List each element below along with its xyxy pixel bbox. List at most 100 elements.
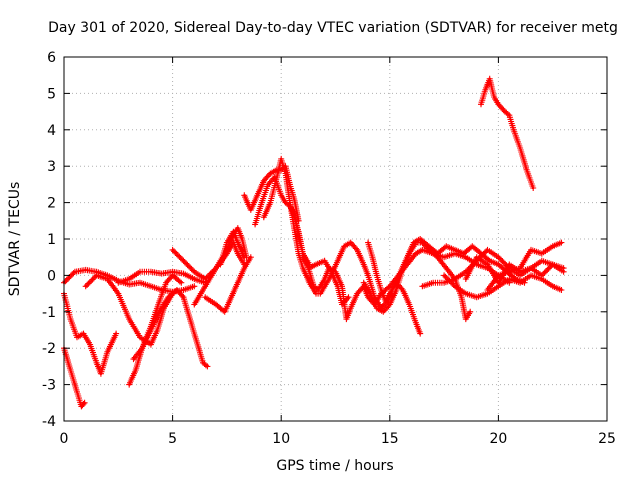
data-point xyxy=(379,288,383,292)
data-point xyxy=(414,252,418,255)
data-point xyxy=(117,292,120,295)
data-point xyxy=(171,248,174,252)
data-point xyxy=(253,223,257,226)
data-point xyxy=(484,88,487,92)
data-point xyxy=(384,299,387,303)
y-tick-label: 6 xyxy=(47,50,56,66)
data-point xyxy=(164,281,168,284)
data-point xyxy=(488,77,491,81)
data-point xyxy=(486,288,489,292)
data-point xyxy=(149,285,153,288)
data-point xyxy=(512,128,515,131)
data-point xyxy=(138,281,142,284)
data-point xyxy=(225,241,229,244)
data-point xyxy=(427,248,431,252)
data-point xyxy=(195,339,198,343)
data-point xyxy=(362,281,365,284)
data-point xyxy=(249,208,252,212)
data-point xyxy=(408,303,411,306)
data-point xyxy=(293,197,296,201)
data-point xyxy=(486,248,489,252)
data-point xyxy=(492,95,496,99)
data-point xyxy=(297,230,300,233)
data-point xyxy=(80,405,83,408)
data-point xyxy=(388,303,391,306)
data-point xyxy=(214,266,218,270)
data-point xyxy=(366,241,370,244)
data-point xyxy=(99,372,103,375)
data-point xyxy=(82,332,85,335)
data-point xyxy=(180,281,183,284)
data-point xyxy=(330,270,333,273)
data-point xyxy=(219,263,222,266)
data-point xyxy=(445,245,448,248)
data-point xyxy=(343,245,346,248)
data-point xyxy=(392,285,396,288)
data-point xyxy=(236,281,239,284)
chart-title: Day 301 of 2020, Sidereal Day-to-day VTE… xyxy=(48,20,618,36)
data-point xyxy=(540,252,543,255)
x-tick-label: 5 xyxy=(168,431,177,447)
data-point xyxy=(375,307,378,310)
data-point xyxy=(436,256,439,259)
data-point xyxy=(225,248,229,252)
data-point xyxy=(314,292,318,295)
data-point xyxy=(128,317,131,321)
data-point xyxy=(223,310,226,313)
data-point xyxy=(371,256,374,259)
y-tick-label: 5 xyxy=(47,86,56,102)
x-axis-label: GPS time / hours xyxy=(276,458,393,474)
data-point xyxy=(497,281,500,284)
data-point xyxy=(464,277,467,281)
data-point xyxy=(445,266,448,270)
data-point xyxy=(551,263,554,266)
data-point xyxy=(193,270,196,273)
data-point xyxy=(149,343,153,346)
data-point xyxy=(128,283,131,286)
data-point xyxy=(158,299,161,303)
data-point xyxy=(204,277,207,281)
data-point xyxy=(308,270,311,273)
data-point xyxy=(149,270,153,273)
data-point xyxy=(297,252,300,255)
data-point xyxy=(421,248,424,252)
data-point xyxy=(464,256,467,259)
data-point xyxy=(267,183,270,186)
data-point xyxy=(280,194,283,197)
data-point xyxy=(182,288,185,292)
y-tick-label: -3 xyxy=(42,378,56,394)
series-s24 xyxy=(478,75,537,191)
data-point xyxy=(75,336,79,339)
y-tick-labels: -4 -3 -2 -1 0 1 2 3 4 5 6 xyxy=(42,50,56,430)
data-point xyxy=(421,285,424,288)
series-s10 xyxy=(202,254,254,315)
data-point xyxy=(106,277,109,281)
data-point xyxy=(83,401,86,404)
data-point xyxy=(347,296,350,299)
series-s1 xyxy=(61,345,88,410)
data-point xyxy=(529,266,533,270)
axis-ticks xyxy=(63,56,608,422)
data-point xyxy=(206,365,209,368)
data-point xyxy=(551,245,554,248)
data-point xyxy=(382,310,385,313)
data-point xyxy=(336,285,339,288)
data-point xyxy=(336,259,339,262)
data-point xyxy=(243,194,246,197)
y-tick-label: -1 xyxy=(42,305,56,321)
data-point xyxy=(334,270,337,273)
grid xyxy=(64,57,607,421)
data-point xyxy=(106,350,109,353)
data-point xyxy=(471,245,474,248)
y-tick-label: 4 xyxy=(47,123,56,139)
data-point xyxy=(280,157,283,161)
data-point xyxy=(301,266,305,270)
data-point xyxy=(479,103,483,106)
data-point xyxy=(560,241,563,244)
data-point xyxy=(73,270,77,273)
data-point xyxy=(399,270,402,273)
data-point xyxy=(236,241,239,244)
data-point xyxy=(460,296,463,299)
data-point xyxy=(69,368,72,372)
series-s15 xyxy=(289,206,513,323)
